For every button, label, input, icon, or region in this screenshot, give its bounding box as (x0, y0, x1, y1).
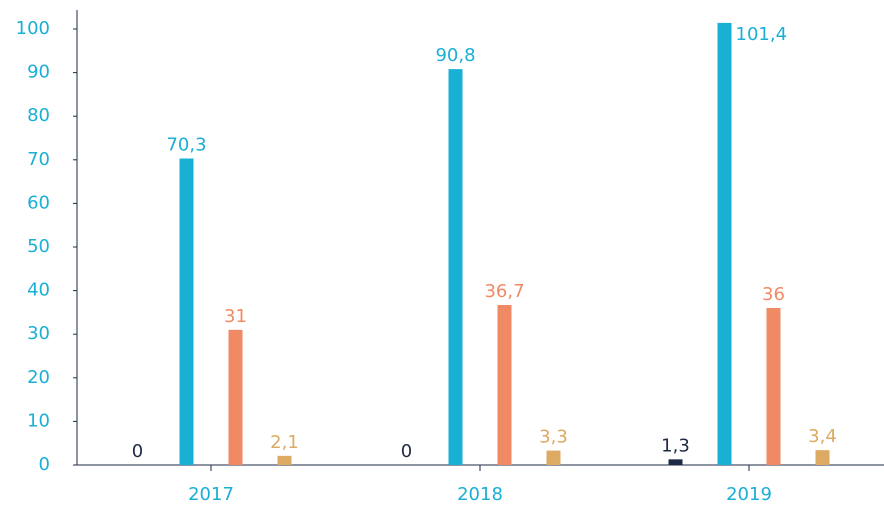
bar (717, 22, 732, 466)
y-tick-label: 90 (27, 62, 50, 83)
value-label: 70,3 (166, 134, 206, 155)
y-tick-label: 10 (27, 410, 50, 431)
value-label: 3,4 (808, 426, 837, 447)
y-tick-label: 30 (27, 323, 50, 344)
bar (766, 308, 781, 465)
value-label: 0 (401, 441, 412, 462)
value-label: 31 (224, 306, 247, 327)
value-label: 36,7 (484, 281, 524, 302)
bar (448, 69, 463, 465)
value-label: 36 (762, 284, 785, 305)
bar (497, 304, 512, 465)
y-tick-label: 80 (27, 105, 50, 126)
bar (179, 158, 194, 465)
bar (546, 450, 561, 465)
bar (668, 459, 683, 465)
y-tick-label: 100 (16, 18, 50, 39)
value-label: 1,3 (661, 435, 690, 456)
y-tick-label: 40 (27, 280, 50, 301)
value-label: 3,3 (539, 427, 568, 448)
value-label: 2,1 (270, 432, 299, 453)
value-label: 0 (132, 441, 143, 462)
bar (277, 455, 292, 465)
value-label: 90,8 (435, 45, 475, 66)
x-tick-label: 2017 (188, 484, 234, 505)
y-tick-label: 20 (27, 367, 50, 388)
bar (228, 329, 243, 465)
bar (815, 450, 830, 465)
x-tick-label: 2019 (726, 484, 772, 505)
y-tick-label: 50 (27, 236, 50, 257)
x-tick-label: 2018 (457, 484, 503, 505)
value-label: 101,4 (736, 24, 788, 45)
y-tick-label: 60 (27, 192, 50, 213)
y-tick-label: 70 (27, 149, 50, 170)
y-tick-label: 0 (39, 454, 50, 475)
